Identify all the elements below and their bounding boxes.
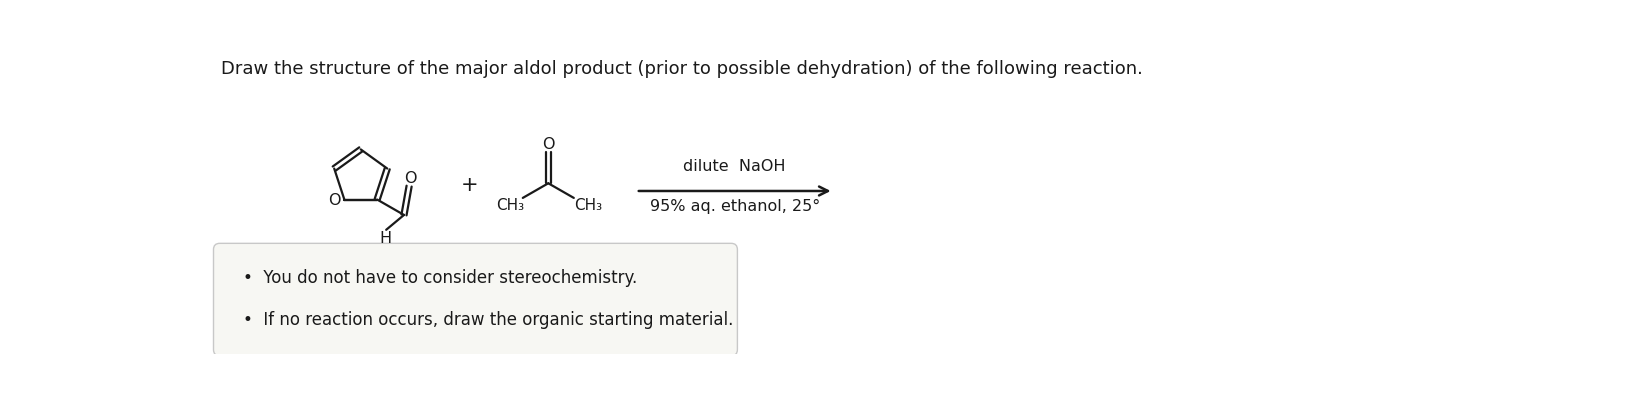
Text: O: O <box>542 137 555 152</box>
FancyBboxPatch shape <box>214 243 737 356</box>
Text: Draw the structure of the major aldol product (prior to possible dehydration) of: Draw the structure of the major aldol pr… <box>221 60 1142 78</box>
Text: •  If no reaction occurs, draw the organic starting material.: • If no reaction occurs, draw the organi… <box>244 310 734 329</box>
Text: O: O <box>328 193 341 208</box>
Text: H: H <box>379 231 392 246</box>
Text: dilute  NaOH: dilute NaOH <box>683 159 785 174</box>
Text: +: + <box>461 175 477 195</box>
Text: O: O <box>403 171 416 186</box>
Text: CH₃: CH₃ <box>574 198 602 213</box>
Text: CH₃: CH₃ <box>497 198 525 213</box>
Text: 95% aq. ethanol, 25°: 95% aq. ethanol, 25° <box>650 199 820 214</box>
Text: •  You do not have to consider stereochemistry.: • You do not have to consider stereochem… <box>244 269 637 287</box>
